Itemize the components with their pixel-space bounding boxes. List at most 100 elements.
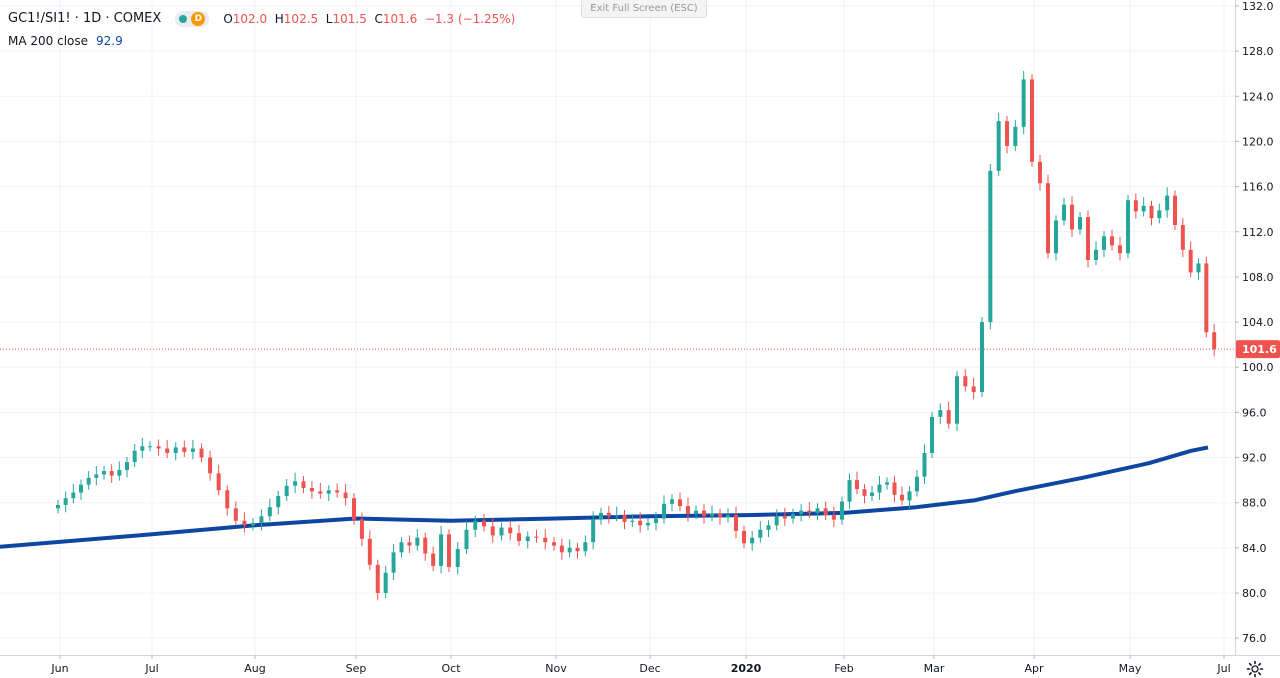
candle-body (1188, 249, 1193, 273)
candle-body (233, 508, 238, 521)
candle-body (840, 501, 844, 520)
candle-body (199, 448, 204, 458)
candle-body (988, 170, 993, 323)
x-tick-label: Jul (144, 662, 158, 675)
candle-body (583, 542, 588, 552)
symbol-title[interactable]: GC1!/SI1! · 1D · COMEX (8, 11, 162, 26)
candle-body (1094, 249, 1098, 260)
candle-body (1030, 79, 1034, 162)
high-key: H (274, 12, 284, 26)
candle-body (831, 515, 836, 520)
candle-body (517, 533, 521, 542)
candle-body (885, 482, 889, 485)
candle-body (1013, 126, 1018, 146)
y-tick-label: 116.0 (1242, 181, 1274, 194)
candle-body (499, 527, 504, 536)
ma-value: 92.9 (96, 34, 123, 48)
status-badge[interactable]: D (175, 11, 210, 27)
y-tick-label: 132.0 (1242, 0, 1274, 13)
indicator-row[interactable]: MA 200 close 92.9 (8, 30, 515, 52)
candle-body (710, 513, 714, 517)
candle-body (847, 480, 852, 502)
candle-body (591, 519, 596, 543)
candle-body (399, 542, 404, 553)
candle-body (862, 489, 867, 496)
candle-body (1141, 205, 1146, 212)
candle-body (375, 564, 380, 593)
x-tick-label: Apr (1024, 662, 1044, 675)
candle-body (182, 447, 187, 452)
candle-body (335, 490, 340, 493)
candle-body (71, 492, 76, 499)
candle-body (276, 495, 281, 508)
candle-body (630, 520, 635, 522)
candle-body (63, 498, 68, 505)
x-tick-label: May (1119, 662, 1142, 675)
candle-body (559, 545, 564, 553)
ma-label: MA 200 close (8, 34, 89, 48)
candle-body (543, 537, 548, 543)
x-tick-label: Oct (441, 662, 461, 675)
low-value: 101.5 (332, 12, 367, 26)
candle-body (367, 538, 372, 565)
candle-body (646, 523, 650, 526)
chart-grid (0, 0, 1235, 655)
candle-body (742, 530, 746, 544)
candle-body (734, 515, 738, 531)
candle-body (1054, 220, 1058, 254)
market-status-dot-icon (179, 15, 188, 23)
candle-body (1102, 236, 1106, 250)
candle-body (431, 553, 436, 566)
candle-body (1110, 236, 1114, 246)
candle-body (423, 537, 428, 554)
candle-body (343, 492, 348, 499)
candle-body (1118, 245, 1122, 254)
candle-body (447, 534, 451, 568)
x-tick-label: Jun (50, 662, 68, 675)
low-key: L (325, 12, 333, 26)
candle-body (125, 462, 129, 470)
candle-body (525, 536, 530, 542)
y-tick-label: 92.0 (1242, 452, 1267, 465)
candle-body (638, 520, 643, 526)
candle-body (774, 516, 779, 526)
candle-body (1021, 79, 1026, 127)
close-value: 101.6 (382, 12, 418, 26)
y-tick-label: 96.0 (1242, 406, 1267, 419)
candle-body (132, 450, 137, 463)
candle-body (190, 448, 195, 452)
candle-body (766, 525, 771, 530)
candle-body (1046, 183, 1050, 254)
candle-body (870, 492, 874, 496)
candle-body (407, 542, 412, 546)
candle-body (1157, 210, 1162, 219)
candle-body (980, 322, 984, 393)
y-tick-label: 108.0 (1242, 271, 1274, 284)
candle-body (823, 508, 828, 516)
candle-body (694, 510, 698, 514)
candle-body (1196, 263, 1201, 273)
candle-body (791, 513, 795, 519)
candle-body (102, 471, 106, 475)
candle-body (1070, 204, 1074, 230)
candle-body (383, 572, 388, 593)
candle-body (606, 512, 611, 517)
time-axis[interactable]: Jun Jul Aug Sep Oct Nov Dec 2020 Feb Mar Apr May Jul (0, 655, 1280, 675)
candle-body (1038, 161, 1042, 184)
candle-body (455, 548, 460, 568)
exit-fullscreen-button[interactable]: Exit Full Screen (ESC) (581, 0, 707, 18)
candle-body (1204, 263, 1209, 333)
last-price-label: 101.6 (1242, 343, 1277, 356)
chart-legend: GC1!/SI1! · 1D · COMEX D O102.0 H102.5 L… (8, 8, 515, 52)
candle-body (963, 376, 968, 387)
candle-body (855, 480, 859, 490)
candle-body (567, 547, 572, 553)
candle-body (758, 529, 763, 538)
candle-body (109, 471, 114, 476)
gear-icon[interactable] (1246, 660, 1264, 678)
x-tick-label: Sep (346, 662, 367, 675)
price-axis[interactable]: 132.0 128.0 124.0 120.0 116.0 112.0 108.0 104.0… (1235, 0, 1280, 678)
candle-body (1149, 205, 1154, 219)
candle-body (1133, 200, 1138, 212)
